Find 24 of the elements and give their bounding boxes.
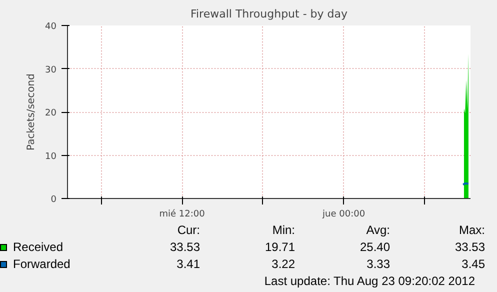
text: Avg: [365, 222, 390, 239]
text: 3.33 [366, 256, 390, 274]
x-tick-label: mié 12:00 [159, 208, 206, 220]
text: 25.40 [358, 239, 390, 256]
y-axis-title: Packets/second [26, 74, 38, 150]
y-tick-label: 0 [50, 195, 57, 205]
text: 3.45 [460, 256, 485, 274]
text: Cur: [176, 222, 200, 239]
text: Min: [271, 222, 295, 239]
text: 19.71 [264, 239, 295, 256]
text: 33.53 [168, 239, 200, 256]
text: 3.41 [176, 256, 200, 274]
chart-title: Firewall Throughput - by day [190, 8, 348, 20]
y-tick-label: 30 [45, 65, 57, 76]
y-tick-label: 20 [45, 108, 57, 118]
legend-label: Forwarded [12, 256, 72, 274]
y-tick-label: 10 [45, 152, 57, 162]
text: Max: [458, 222, 485, 239]
y-tick-label: 40 [45, 22, 57, 32]
text: Last update: Thu Aug 23 09:20:02 2012 [263, 273, 476, 290]
text: 3.22 [270, 256, 295, 274]
text: 33.53 [454, 239, 485, 256]
legend-label: Received [12, 239, 64, 256]
x-tick-label: jue 00:00 [322, 210, 366, 220]
